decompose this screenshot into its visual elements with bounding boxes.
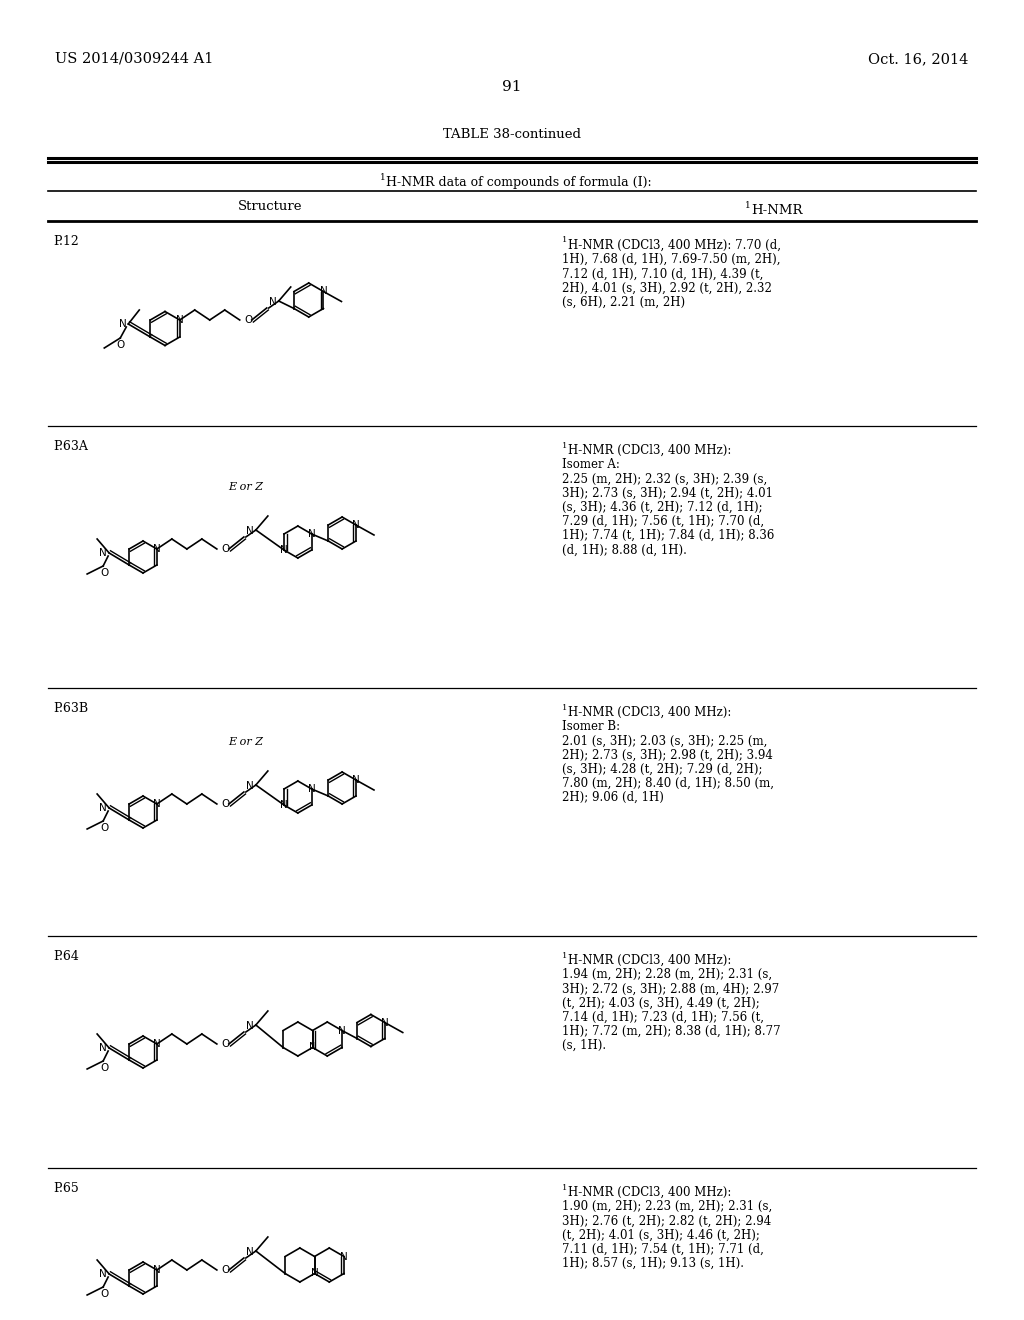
Text: N: N — [246, 1247, 254, 1257]
Text: O: O — [222, 799, 230, 809]
Text: 1: 1 — [562, 1184, 567, 1192]
Text: 1: 1 — [562, 952, 567, 960]
Text: N: N — [246, 525, 254, 536]
Text: O: O — [100, 822, 109, 833]
Text: O: O — [100, 1290, 109, 1299]
Text: N: N — [176, 315, 183, 325]
Text: O: O — [245, 315, 253, 325]
Text: 1H); 7.74 (t, 1H); 7.84 (d, 1H); 8.36: 1H); 7.74 (t, 1H); 7.84 (d, 1H); 8.36 — [562, 529, 774, 543]
Text: 2.01 (s, 3H); 2.03 (s, 3H); 2.25 (m,: 2.01 (s, 3H); 2.03 (s, 3H); 2.25 (m, — [562, 734, 767, 747]
Text: N: N — [281, 800, 288, 810]
Text: 7.29 (d, 1H); 7.56 (t, 1H); 7.70 (d,: 7.29 (d, 1H); 7.56 (t, 1H); 7.70 (d, — [562, 515, 764, 528]
Text: N: N — [281, 545, 288, 554]
Text: N: N — [153, 1265, 161, 1275]
Text: O: O — [100, 568, 109, 578]
Text: N: N — [153, 544, 161, 554]
Text: N: N — [381, 1018, 389, 1027]
Text: N: N — [246, 781, 254, 791]
Text: H-NMR data of compounds of formula (I):: H-NMR data of compounds of formula (I): — [386, 176, 651, 189]
Text: 7.80 (m, 2H); 8.40 (d, 1H); 8.50 (m,: 7.80 (m, 2H); 8.40 (d, 1H); 8.50 (m, — [562, 777, 774, 789]
Text: O: O — [116, 341, 124, 350]
Text: 1: 1 — [562, 441, 567, 450]
Text: 7.11 (d, 1H); 7.54 (t, 1H); 7.71 (d,: 7.11 (d, 1H); 7.54 (t, 1H); 7.71 (d, — [562, 1243, 764, 1255]
Text: 3H); 2.76 (t, 2H); 2.82 (t, 2H); 2.94: 3H); 2.76 (t, 2H); 2.82 (t, 2H); 2.94 — [562, 1214, 771, 1228]
Text: O: O — [222, 1265, 230, 1275]
Text: 3H); 2.72 (s, 3H); 2.88 (m, 4H); 2.97: 3H); 2.72 (s, 3H); 2.88 (m, 4H); 2.97 — [562, 982, 779, 995]
Text: P.64: P.64 — [53, 950, 79, 964]
Text: 1H); 8.57 (s, 1H); 9.13 (s, 1H).: 1H); 8.57 (s, 1H); 9.13 (s, 1H). — [562, 1257, 744, 1270]
Text: E or Z: E or Z — [228, 737, 263, 747]
Text: N: N — [99, 548, 108, 558]
Text: H-NMR (CDCl3, 400 MHz):: H-NMR (CDCl3, 400 MHz): — [568, 706, 731, 719]
Text: 2H); 9.06 (d, 1H): 2H); 9.06 (d, 1H) — [562, 791, 664, 804]
Text: Isomer A:: Isomer A: — [562, 458, 620, 471]
Text: N: N — [99, 1269, 108, 1279]
Text: O: O — [100, 1063, 109, 1073]
Text: 1H), 7.68 (d, 1H), 7.69-7.50 (m, 2H),: 1H), 7.68 (d, 1H), 7.69-7.50 (m, 2H), — [562, 253, 780, 267]
Text: H-NMR (CDCl3, 400 MHz):: H-NMR (CDCl3, 400 MHz): — [568, 1185, 731, 1199]
Text: 7.14 (d, 1H); 7.23 (d, 1H); 7.56 (t,: 7.14 (d, 1H); 7.23 (d, 1H); 7.56 (t, — [562, 1011, 764, 1024]
Text: N: N — [308, 784, 315, 795]
Text: P.65: P.65 — [53, 1181, 79, 1195]
Text: N: N — [308, 529, 315, 539]
Text: E or Z: E or Z — [228, 482, 263, 492]
Text: Oct. 16, 2014: Oct. 16, 2014 — [867, 51, 968, 66]
Text: O: O — [222, 1039, 230, 1049]
Text: 1.90 (m, 2H); 2.23 (m, 2H); 2.31 (s,: 1.90 (m, 2H); 2.23 (m, 2H); 2.31 (s, — [562, 1200, 772, 1213]
Text: (d, 1H); 8.88 (d, 1H).: (d, 1H); 8.88 (d, 1H). — [562, 544, 687, 557]
Text: N: N — [308, 1043, 316, 1052]
Text: H-NMR (CDCl3, 400 MHz): 7.70 (d,: H-NMR (CDCl3, 400 MHz): 7.70 (d, — [568, 239, 781, 252]
Text: TABLE 38-continued: TABLE 38-continued — [443, 128, 581, 141]
Text: N: N — [246, 1020, 254, 1031]
Text: (t, 2H); 4.03 (s, 3H), 4.49 (t, 2H);: (t, 2H); 4.03 (s, 3H), 4.49 (t, 2H); — [562, 997, 760, 1010]
Text: N: N — [352, 520, 359, 531]
Text: N: N — [319, 286, 328, 297]
Text: N: N — [153, 799, 161, 809]
Text: 1: 1 — [562, 236, 567, 244]
Text: N: N — [352, 775, 359, 785]
Text: O: O — [222, 544, 230, 554]
Text: N: N — [99, 803, 108, 813]
Text: (s, 1H).: (s, 1H). — [562, 1039, 606, 1052]
Text: 1H); 7.72 (m, 2H); 8.38 (d, 1H); 8.77: 1H); 7.72 (m, 2H); 8.38 (d, 1H); 8.77 — [562, 1026, 780, 1038]
Text: Structure: Structure — [238, 201, 302, 213]
Text: P.63B: P.63B — [53, 702, 88, 715]
Text: N: N — [99, 1043, 108, 1053]
Text: 2H), 4.01 (s, 3H), 2.92 (t, 2H), 2.32: 2H), 4.01 (s, 3H), 2.92 (t, 2H), 2.32 — [562, 281, 772, 294]
Text: US 2014/0309244 A1: US 2014/0309244 A1 — [55, 51, 213, 66]
Text: 1: 1 — [745, 201, 751, 210]
Text: 1: 1 — [562, 704, 567, 711]
Text: N: N — [268, 297, 276, 308]
Text: 1: 1 — [380, 173, 386, 182]
Text: P.12: P.12 — [53, 235, 79, 248]
Text: H-NMR: H-NMR — [751, 205, 803, 216]
Text: H-NMR (CDCl3, 400 MHz):: H-NMR (CDCl3, 400 MHz): — [568, 954, 731, 968]
Text: 1.94 (m, 2H); 2.28 (m, 2H); 2.31 (s,: 1.94 (m, 2H); 2.28 (m, 2H); 2.31 (s, — [562, 968, 772, 981]
Text: H-NMR (CDCl3, 400 MHz):: H-NMR (CDCl3, 400 MHz): — [568, 444, 731, 457]
Text: (s, 6H), 2.21 (m, 2H): (s, 6H), 2.21 (m, 2H) — [562, 296, 685, 309]
Text: N: N — [338, 1026, 346, 1035]
Text: 91: 91 — [502, 81, 522, 94]
Text: 2H); 2.73 (s, 3H); 2.98 (t, 2H); 3.94: 2H); 2.73 (s, 3H); 2.98 (t, 2H); 3.94 — [562, 748, 773, 762]
Text: 7.12 (d, 1H), 7.10 (d, 1H), 4.39 (t,: 7.12 (d, 1H), 7.10 (d, 1H), 4.39 (t, — [562, 268, 763, 280]
Text: Isomer B:: Isomer B: — [562, 721, 621, 733]
Text: (s, 3H); 4.36 (t, 2H); 7.12 (d, 1H);: (s, 3H); 4.36 (t, 2H); 7.12 (d, 1H); — [562, 500, 763, 513]
Text: (t, 2H); 4.01 (s, 3H); 4.46 (t, 2H);: (t, 2H); 4.01 (s, 3H); 4.46 (t, 2H); — [562, 1229, 760, 1242]
Text: (s, 3H); 4.28 (t, 2H); 7.29 (d, 2H);: (s, 3H); 4.28 (t, 2H); 7.29 (d, 2H); — [562, 763, 763, 776]
Text: N: N — [310, 1269, 318, 1279]
Text: N: N — [153, 1039, 161, 1049]
Text: 2.25 (m, 2H); 2.32 (s, 3H); 2.39 (s,: 2.25 (m, 2H); 2.32 (s, 3H); 2.39 (s, — [562, 473, 767, 486]
Text: 3H); 2.73 (s, 3H); 2.94 (t, 2H); 4.01: 3H); 2.73 (s, 3H); 2.94 (t, 2H); 4.01 — [562, 487, 773, 499]
Text: N: N — [340, 1251, 348, 1262]
Text: P.63A: P.63A — [53, 440, 88, 453]
Text: N: N — [119, 319, 126, 329]
